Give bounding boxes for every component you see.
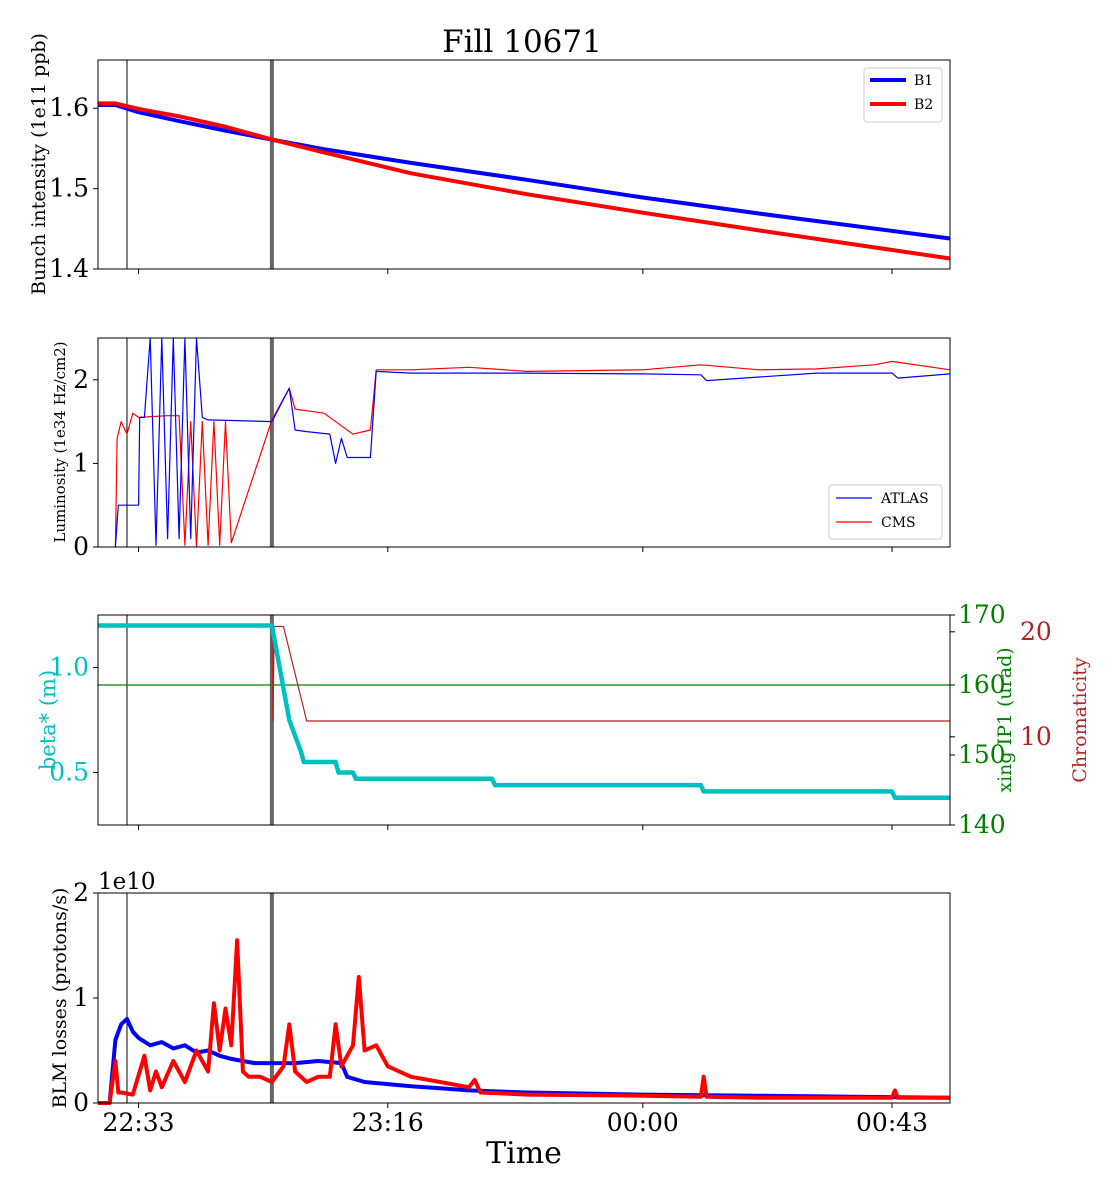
intensity-data-lines <box>98 60 951 269</box>
luminosity-atlas-line <box>114 338 950 547</box>
optics-plot-frame <box>97 614 951 826</box>
chromaticity-y-axis-label: Chromaticity <box>1069 657 1091 783</box>
luminosity-y-tick-label: 1 <box>73 448 89 477</box>
intensity-b2-line <box>98 101 951 261</box>
beta-line <box>98 623 950 800</box>
intensity-plot-frame <box>97 59 951 270</box>
blm-y-tick-label: 1 <box>73 983 89 1012</box>
optics-y-ticks: 0.5 1.0 140 150 160 170 10 20 <box>49 600 1052 839</box>
x-tick-label: 00:00 <box>607 1108 679 1137</box>
blm-y-ticks: 0 1 2 <box>73 878 98 1117</box>
panel-optics: 0.5 1.0 140 150 160 170 10 20 beta* (m) xing IP… <box>36 600 1091 839</box>
x-tick-label: 00:43 <box>856 1108 928 1137</box>
luminosity-y-ticks: 0 1 2 <box>73 365 98 561</box>
chromaticity-y-tick-label: 10 <box>1020 722 1052 751</box>
blm-b1-line <box>98 1017 951 1105</box>
intensity-y-axis-label: Bunch intensity (1e11 ppb) <box>28 33 50 295</box>
intensity-y-ticks: 1.4 1.5 1.6 <box>49 93 98 283</box>
blm-plot-frame <box>97 892 951 1104</box>
blm-data-lines <box>98 893 951 1105</box>
legend-b2-label: B2 <box>914 97 933 113</box>
x-axis-label: Time <box>486 1136 562 1171</box>
xing-y-tick-label: 140 <box>958 810 1006 839</box>
panel-intensity: 1.4 1.5 1.6 Bunch intensity (1e11 ppb) B1 … <box>28 33 951 295</box>
intensity-y-tick-label: 1.5 <box>49 174 89 203</box>
luminosity-cms-line <box>114 360 950 547</box>
xing-y-tick-label: 160 <box>958 670 1006 699</box>
panel-blm: 0 1 2 1e10 BLM losses (protons/s) <box>49 869 951 1117</box>
chromaticity-line <box>98 625 950 722</box>
blm-b2-line <box>98 938 950 1105</box>
intensity-y-tick-label: 1.6 <box>49 93 89 122</box>
x-axis-ticks: 22:33 23:16 00:00 00:43 <box>103 269 928 1137</box>
chart-title: Fill 10671 <box>442 24 602 60</box>
blm-y-tick-label: 0 <box>73 1088 89 1117</box>
blm-y-tick-label: 2 <box>73 878 89 907</box>
luminosity-y-axis-label: Luminosity (1e34 Hz/cm2) <box>51 341 69 542</box>
luminosity-plot-frame <box>97 337 951 548</box>
xing-y-tick-label: 170 <box>958 600 1006 629</box>
luminosity-y-tick-label: 0 <box>73 532 89 561</box>
blm-y-axis-label: BLM losses (protons/s) <box>49 888 71 1109</box>
xing-y-tick-label: 150 <box>958 740 1006 769</box>
xing-y-axis-label: xing IP1 (urad) <box>994 647 1016 792</box>
legend-cms-label: CMS <box>881 515 916 531</box>
optics-data-lines <box>98 615 950 825</box>
legend-atlas-label: ATLAS <box>880 491 929 507</box>
beta-y-tick-label: 0.5 <box>49 758 89 787</box>
panel-luminosity: 0 1 2 Luminosity (1e34 Hz/cm2) ATLAS CMS <box>51 337 951 561</box>
intensity-y-tick-label: 1.4 <box>49 254 89 283</box>
x-tick-label: 22:33 <box>103 1108 175 1137</box>
x-tick-label: 23:16 <box>352 1108 424 1137</box>
chromaticity-y-tick-label: 20 <box>1020 617 1052 646</box>
legend-b1-label: B1 <box>914 73 933 89</box>
luminosity-y-tick-label: 2 <box>73 365 89 394</box>
beta-y-axis-label: beta* (m) <box>36 670 60 770</box>
luminosity-legend: ATLAS CMS <box>828 484 943 540</box>
luminosity-data-lines <box>114 338 950 547</box>
blm-offset-label: 1e10 <box>98 869 156 895</box>
beta-y-tick-label: 1.0 <box>49 653 89 682</box>
luminosity-clipped-group <box>114 338 950 547</box>
intensity-legend: B1 B2 <box>863 67 943 123</box>
